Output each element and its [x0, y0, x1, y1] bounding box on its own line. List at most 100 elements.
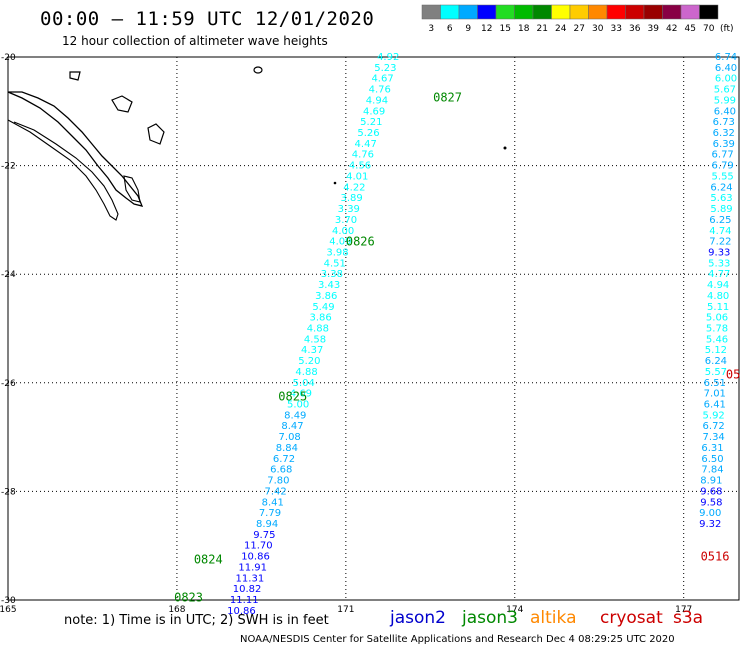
y-tick-label: -24: [1, 270, 16, 280]
swh-value: 4.92: [377, 52, 399, 63]
swh-value: 5.04: [293, 378, 315, 389]
legend-swatch: [532, 4, 552, 20]
island-loyalty-2: [147, 123, 165, 145]
legend-swatch: [699, 4, 719, 20]
swh-value: 6.39: [713, 139, 735, 150]
swh-value: 5.21: [360, 117, 382, 128]
island-small-1: [253, 66, 263, 74]
swh-value: 8.47: [281, 421, 303, 432]
legend-swatch: [440, 4, 460, 20]
swh-value: 8.91: [700, 476, 722, 487]
swh-value: 5.06: [706, 313, 728, 324]
swh-value: 4.94: [366, 95, 388, 106]
swh-value: 5.33: [708, 258, 730, 269]
island-loyalty-1: [111, 95, 133, 113]
swh-value: 11.70: [244, 541, 273, 552]
island-loyalty-3: [69, 71, 81, 81]
swh-value: 6.32: [713, 128, 735, 139]
y-tick-label: -22: [1, 162, 16, 172]
pass-time-label: 0824: [194, 552, 223, 566]
legend-label: 33: [611, 24, 622, 34]
pass-time-label: 0827: [433, 91, 462, 105]
swh-value: 8.41: [262, 497, 284, 508]
swh-value: 4.22: [343, 182, 365, 193]
coastline-reef: [7, 119, 119, 221]
swh-value: 4.74: [709, 226, 731, 237]
x-tick-label: 174: [506, 605, 523, 615]
satellite-altika: altika: [530, 608, 577, 628]
pass-time-label: 0516: [726, 368, 740, 382]
legend-label: 15: [500, 24, 511, 34]
swh-value: 4.51: [324, 258, 346, 269]
island-small-3: [333, 181, 337, 185]
swh-value: 6.73: [713, 117, 735, 128]
swh-value: 9.58: [700, 497, 722, 508]
color-scale-legend: 3 6 9 12 15 18 21 24 27 30 33 36 39 42 45 70 (ft): [421, 4, 734, 34]
swh-value: 5.12: [705, 345, 727, 356]
swh-value: 4.69: [363, 106, 385, 117]
pass-time-label: 0516: [701, 550, 730, 564]
legend-label: 45: [685, 24, 696, 34]
swh-value: 9.32: [699, 519, 721, 530]
swh-value: 3.70: [335, 215, 357, 226]
swh-data-points: 4.925.234.674.764.944.695.215.264.474.76…: [227, 52, 737, 617]
swh-value: 5.00: [287, 400, 309, 411]
swh-value: 6.72: [273, 454, 295, 465]
x-tick-label: 171: [337, 605, 354, 615]
swh-value: 5.11: [707, 302, 729, 313]
swh-value: 5.55: [712, 171, 734, 182]
swh-value: 4.09: [329, 237, 351, 248]
map-frame: [7, 56, 740, 601]
swh-value: 3.43: [318, 280, 340, 291]
pass-time-label: 0823: [174, 590, 203, 604]
legend-swatch: [662, 4, 682, 20]
swh-value: 4.00: [332, 226, 354, 237]
swh-value: 6.25: [709, 215, 731, 226]
swh-value: 10.86: [227, 606, 256, 617]
swh-value: 5.57: [705, 367, 727, 378]
island-lifou-area: [123, 175, 141, 203]
swh-value: 3.39: [338, 204, 360, 215]
legend-label: 70: [703, 24, 715, 34]
swh-value: 5.63: [710, 193, 732, 204]
x-tick-label: 177: [675, 605, 692, 615]
swh-value: 3.86: [315, 291, 337, 302]
credit-line: NOAA/NESDIS Center for Satellite Applica…: [240, 634, 675, 645]
y-tick-label: -28: [1, 487, 16, 497]
swh-value: 6.24: [710, 182, 732, 193]
swh-value: 3.86: [310, 313, 332, 324]
swh-value: 6.31: [701, 443, 723, 454]
swh-value: 11.91: [238, 562, 267, 573]
swh-value: 9.00: [699, 508, 721, 519]
swh-value: 7.22: [709, 237, 731, 248]
swh-value: 7.34: [703, 432, 725, 443]
swh-value: 5.26: [357, 128, 379, 139]
satellite-cryosat: cryosat: [600, 608, 663, 628]
swh-value: 5.20: [298, 356, 320, 367]
swh-value: 5.89: [710, 204, 732, 215]
plot-border: [7, 56, 740, 601]
legend-swatch: [458, 4, 478, 20]
swh-value: 9.75: [253, 530, 275, 541]
legend-label: 36: [629, 24, 641, 34]
swh-value: 8.49: [284, 410, 306, 421]
swh-value: 4.69: [290, 389, 312, 400]
legend-label: 42: [666, 24, 677, 34]
swh-value: 4.88: [295, 367, 317, 378]
legend-swatch: [625, 4, 645, 20]
swh-value: 5.99: [714, 95, 736, 106]
chart-subtitle: 12 hour collection of altimeter wave hei…: [62, 34, 328, 48]
swh-value: 6.72: [703, 421, 725, 432]
swh-value: 10.86: [241, 552, 270, 563]
swh-value: 6.68: [270, 465, 292, 476]
swh-value: 7.80: [267, 476, 289, 487]
swh-value: 8.84: [276, 443, 298, 454]
axis-tick-labels: 165 168 171 174 177 -20 -22 -24 -26 -28 -30: [0, 53, 692, 615]
swh-value: 9.68: [700, 486, 722, 497]
legend-label: 30: [592, 24, 604, 34]
legend-swatch: [495, 4, 515, 20]
swh-value: 6.77: [712, 150, 734, 161]
legend-swatch: [421, 4, 441, 20]
swh-value: 4.67: [371, 74, 393, 85]
units-note: note: 1) Time is in UTC; 2) SWH is in fe…: [64, 613, 329, 628]
